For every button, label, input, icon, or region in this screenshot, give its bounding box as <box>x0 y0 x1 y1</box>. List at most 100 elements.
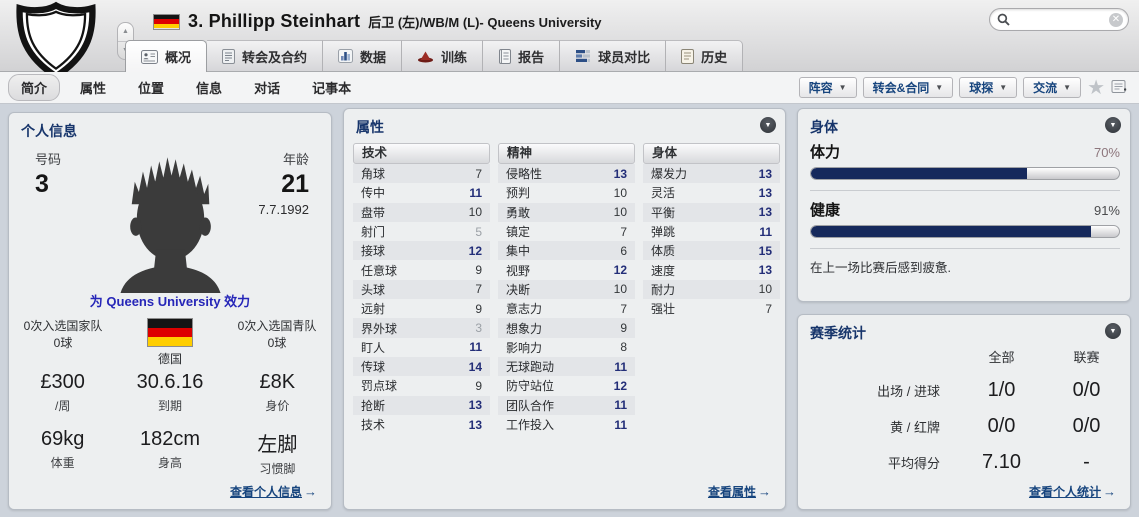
condition-percent: 70% <box>1093 145 1120 160</box>
wage-value: £300 <box>40 371 85 393</box>
attribute-group-技术: 技术 角球 7 传中 11 盘带 10 射门 5 接球 12 任意球 9 头球 7 远射 9 界外球 3 盯人 11 传球… <box>353 143 490 434</box>
note-add-icon[interactable] <box>1111 79 1129 96</box>
number-label: 号码 <box>35 152 62 167</box>
action-button-转会&合同[interactable]: 转会&合同 ▼ <box>862 77 954 98</box>
season-stats-table: 全部 联赛 出场 / 进球 1/0 0/0 黄 / 红牌 0/0 0/0 平均得分 7.10 - <box>806 347 1124 474</box>
stats-value: 1/0 <box>987 379 1016 401</box>
attribute-group-header: 精神 <box>498 143 635 164</box>
tab-转会及合约[interactable]: 转会及合约 <box>207 40 324 71</box>
tab-训练[interactable]: 训练 <box>402 40 484 71</box>
attribute-row: 远射 9 <box>361 301 482 317</box>
attribute-row: 团队合作 11 <box>498 395 635 415</box>
season-stats-panel: 赛季统计 ▼ 全部 联赛 出场 / 进球 1/0 0/0 黄 / 红牌 0/0 0/0 平均得分… <box>797 314 1131 510</box>
market-value: £8K <box>259 371 296 393</box>
attribute-row: 盯人 11 <box>361 340 482 355</box>
compare-sliders-icon <box>575 49 591 63</box>
tab-概况[interactable]: 概况 <box>125 40 208 72</box>
attributes-panel: 属性 ▼ 技术 角球 7 传中 11 盘带 10 射门 5 接球 12 任意球 9 头球 7 远射 9 界外球 3 盯… <box>343 108 786 510</box>
stats-row-label: 黄 / 红牌 <box>890 420 940 435</box>
link-arrow-icon: → <box>1103 484 1116 499</box>
attribute-row: 灵活 13 <box>651 185 772 201</box>
condition-percent: 91% <box>1093 203 1120 218</box>
search-input[interactable] <box>1014 12 1109 27</box>
panel-title: 身体 <box>810 119 838 135</box>
collapse-panel-icon[interactable]: ▼ <box>1105 117 1121 133</box>
player-photo-silhouette <box>111 145 229 298</box>
wage-label: /周 <box>54 399 71 413</box>
tab-报告[interactable]: 报告 <box>483 40 561 71</box>
stats-row-label: 出场 / 进球 <box>877 384 940 399</box>
attribute-row: 强壮 7 <box>651 301 772 317</box>
germany-flag-icon <box>147 318 193 347</box>
chevron-down-icon: ▼ <box>838 83 847 92</box>
height-value: 182cm <box>139 428 200 450</box>
attribute-row: 工作投入 11 <box>506 417 627 433</box>
stats-value: 0/0 <box>1072 415 1101 437</box>
subtab-记事本[interactable]: 记事本 <box>312 81 352 96</box>
foot-label: 习惯脚 <box>259 462 296 476</box>
value-label: 身价 <box>265 399 290 413</box>
action-button-阵容[interactable]: 阵容 ▼ <box>798 77 857 98</box>
panel-title: 个人信息 <box>21 123 77 139</box>
view-personal-info-link[interactable]: 查看个人信息 → <box>229 484 317 499</box>
collapse-panel-icon[interactable]: ▼ <box>1105 323 1121 339</box>
search-clear-icon[interactable]: ✕ <box>1109 12 1123 27</box>
player-name: 3. Phillipp Steinhart <box>188 11 361 31</box>
attribute-row: 视野 12 <box>506 263 627 278</box>
favorite-star-icon[interactable]: ★ <box>1087 76 1105 99</box>
sub-tab-bar: 简介 属性 位置 信息 对话 记事本 <box>0 74 363 101</box>
condition-note: 在上一场比赛后感到疲惫. <box>810 261 951 275</box>
attribute-row: 传中 11 <box>361 185 482 201</box>
attribute-group-身体: 身体 爆发力 13 灵活 13 平衡 13 弹跳 11 体质 15 速度 13 耐力 10 强壮 7 <box>643 143 780 318</box>
action-button-球探[interactable]: 球探 ▼ <box>959 77 1018 98</box>
attribute-row: 侵略性 13 <box>498 164 635 184</box>
youth-goals: 0球 <box>267 336 287 350</box>
action-button-交流[interactable]: 交流 ▼ <box>1023 77 1082 98</box>
preferred-foot: 左脚 <box>257 434 298 456</box>
attribute-row: 弹跳 11 <box>651 224 772 240</box>
attribute-row: 任意球 9 <box>361 263 482 278</box>
youth-caps: 0次入选国青队 <box>237 319 317 333</box>
subtab-信息[interactable]: 信息 <box>196 81 223 96</box>
search-box[interactable]: ✕ <box>989 8 1129 31</box>
contract-expiry: 30.6.16 <box>136 371 204 393</box>
nation-name: 德国 <box>157 352 182 366</box>
sub-bar: 简介 属性 位置 信息 对话 记事本 阵容 ▼ 转会&合同 ▼ 球探 ▼ 交流 ▼ ★ <box>0 72 1139 104</box>
attribute-row: 镇定 7 <box>506 224 627 240</box>
attribute-row: 角球 7 <box>353 164 490 184</box>
attribute-group-header: 身体 <box>643 143 780 164</box>
germany-flag-icon <box>153 13 180 30</box>
attribute-row: 盘带 10 <box>353 202 490 222</box>
stats-value: 7.10 <box>982 451 1021 473</box>
attribute-row: 耐力 10 <box>643 279 780 300</box>
attribute-row: 集中 6 <box>498 241 635 261</box>
attribute-row: 罚点球 9 <box>361 378 482 394</box>
attribute-row: 接球 12 <box>353 241 490 261</box>
overview-card-icon <box>141 49 158 64</box>
attribute-row: 传球 14 <box>353 356 490 377</box>
attribute-row: 无球跑动 11 <box>498 356 635 377</box>
search-icon <box>997 13 1010 26</box>
plays-for-link[interactable]: 为 Queens University 效力 <box>89 294 251 309</box>
link-arrow-icon: → <box>304 484 317 499</box>
view-season-stats-link[interactable]: 查看个人统计 → <box>1028 484 1116 499</box>
attribute-row: 爆发力 13 <box>643 164 780 184</box>
attribute-row: 勇敢 10 <box>498 202 635 222</box>
age-label: 年龄 <box>282 152 309 167</box>
view-attributes-link[interactable]: 查看属性 → <box>707 484 771 499</box>
condition-label: 体力 <box>810 144 841 161</box>
subtab-简介[interactable]: 简介 <box>8 74 61 101</box>
subtab-属性[interactable]: 属性 <box>80 81 107 96</box>
subtab-对话[interactable]: 对话 <box>254 81 281 96</box>
senior-caps: 0次入选国家队 <box>23 319 103 333</box>
stepper-up-button[interactable]: ▲ <box>118 23 133 42</box>
subtab-位置[interactable]: 位置 <box>138 81 165 96</box>
attribute-row: 影响力 8 <box>506 340 627 355</box>
condition-label: 健康 <box>810 202 841 219</box>
condition-bar <box>810 167 1120 180</box>
tab-数据[interactable]: 数据 <box>323 40 403 71</box>
collapse-panel-icon[interactable]: ▼ <box>760 117 776 133</box>
tab-历史[interactable]: 历史 <box>666 40 744 71</box>
tab-球员对比[interactable]: 球员对比 <box>560 40 667 71</box>
condition-bar <box>810 225 1120 238</box>
